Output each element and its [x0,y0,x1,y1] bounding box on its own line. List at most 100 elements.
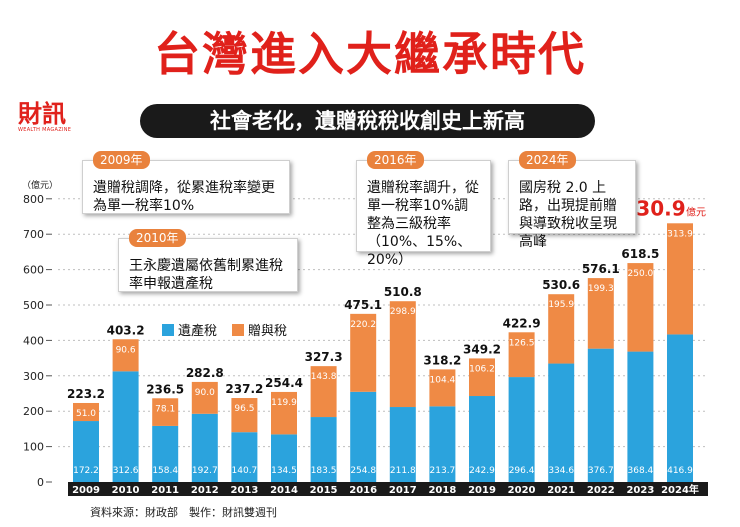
bar-estate [191,413,218,482]
x-tick-label: 2022 [587,485,615,496]
y-tick-label: 500 [23,299,44,312]
total-value-label: 254.4 [265,376,303,390]
gift-value-label: 313.9 [667,229,693,239]
x-tick-label: 2013 [230,485,258,496]
logo-subtext: WEALTH MAGAZINE [18,127,72,133]
total-value-label: 349.2 [463,342,501,356]
total-value-label: 510.8 [384,285,422,299]
x-tick-label: 2018 [428,485,456,496]
bar-gift [627,263,654,352]
gift-value-label: 250.0 [628,269,654,279]
estate-value-label: 312.6 [113,466,139,476]
gift-value-label: 106.2 [469,364,495,374]
callout-2010-year: 2010年 [129,229,186,247]
x-tick-label: 2012 [191,485,219,496]
legend-label-gift: 贈與稅 [248,323,287,339]
bar-estate [429,406,456,482]
x-tick-label: 2010 [112,485,140,496]
x-tick-label: 2023 [626,485,654,496]
total-value-label: 576.1 [582,262,620,276]
bar-gift [231,398,258,433]
estate-value-label: 183.5 [311,466,337,476]
x-tick-label: 2009 [72,485,100,496]
y-tick-label: 0 [37,476,44,489]
bar-estate [667,334,693,482]
callout-2009-year: 2009年 [93,151,150,169]
bar-estate [508,377,535,482]
x-axis-band [68,482,708,496]
gift-value-label: 195.9 [548,300,574,310]
y-tick-label: 300 [23,370,44,383]
total-value-label: 530.6 [542,278,580,292]
y-axis-unit: （億元） [22,179,58,191]
callout-2016-text: 遺贈稅率調升，從單一稅率10%調整為三級稅率（10%、15%、20%） [367,180,479,268]
total-value-label: 318.2 [423,353,461,367]
gift-value-label: 78.1 [155,404,175,414]
estate-value-label: 254.8 [350,466,376,476]
x-tick-label: 2016 [349,485,377,496]
estate-value-label: 296.4 [509,466,535,476]
callout-2024: 2024年 國房稅 2.0 上路，出現提前贈與導致稅收呈現高峰 [508,151,636,250]
x-tick-label: 2020 [508,485,536,496]
gift-value-label: 51.0 [76,409,96,419]
estate-value-label: 134.5 [271,466,297,476]
gift-value-label: 90.6 [116,345,136,355]
y-tick-label: 200 [23,405,44,418]
bar-gift [389,301,416,408]
total-value-label: 475.1 [344,298,382,312]
bar-gift [112,339,139,372]
y-tick-label: 700 [23,228,44,241]
x-tick-label: 2017 [389,485,417,496]
callout-2024-text: 國房稅 2.0 上路，出現提前贈與導致稅收呈現高峰 [519,180,617,250]
total-unit-label: 億元 [686,205,706,218]
bar-estate [389,407,416,482]
bar-gift [429,369,456,407]
main-title: 台灣進入大繼承時代 [154,27,586,81]
bar-estate [112,371,139,482]
bar-estate [231,432,258,482]
callout-2016-year: 2016年 [367,151,424,169]
total-value-label: 327.3 [305,350,343,364]
y-tick-label: 400 [23,334,44,347]
bar-gift [508,332,535,378]
source-note: 資料來源：財政部 製作：財訊雙週刊 [90,506,277,519]
bar-estate [627,351,654,482]
gift-value-label: 199.3 [588,284,614,294]
estate-value-label: 376.7 [588,466,614,476]
total-value-label: 236.5 [146,382,184,396]
callout-2024-year: 2024年 [519,151,576,169]
bar-estate [548,363,575,482]
bar-gift [469,358,495,397]
callout-2010: 2010年 王永慶遺屬依舊制累進稅率申報遺產稅 [118,229,298,292]
brand-logo: 財訊 WEALTH MAGAZINE [18,101,72,137]
callout-2016: 2016年 遺贈稅率調升，從單一稅率10%調整為三級稅率（10%、15%、20%… [356,151,491,268]
y-tick-label: 600 [23,264,44,277]
gift-value-label: 126.5 [509,338,535,348]
bar-estate [587,348,614,482]
gift-value-label: 220.2 [350,320,376,330]
subtitle-bar: 社會老化，遺贈稅稅收創史上新高 [140,104,595,138]
bar-gift [350,313,377,392]
bar-estate [152,425,179,482]
bar-estate [469,396,495,482]
logo-text: 財訊 [18,99,66,128]
bar-gift [73,402,99,422]
legend-label-estate: 遺產稅 [178,323,217,339]
bar-gift [310,366,337,418]
total-value-label: 422.9 [503,316,541,330]
total-value-label: 618.5 [621,247,659,261]
total-value-label: 237.2 [225,382,263,396]
estate-value-label: 211.8 [390,466,416,476]
bar-gift [667,223,693,335]
x-tick-label: 2011 [151,485,179,496]
estate-value-label: 213.7 [430,466,456,476]
x-tick-label: 2024年 [661,483,699,496]
estate-value-label: 172.2 [73,466,99,476]
estate-value-label: 192.7 [192,466,218,476]
estate-value-label: 334.6 [548,466,574,476]
bar-estate [271,434,297,482]
total-value-label: 223.2 [67,387,105,401]
gift-value-label: 298.9 [390,307,416,317]
gift-value-label: 143.8 [311,372,337,382]
